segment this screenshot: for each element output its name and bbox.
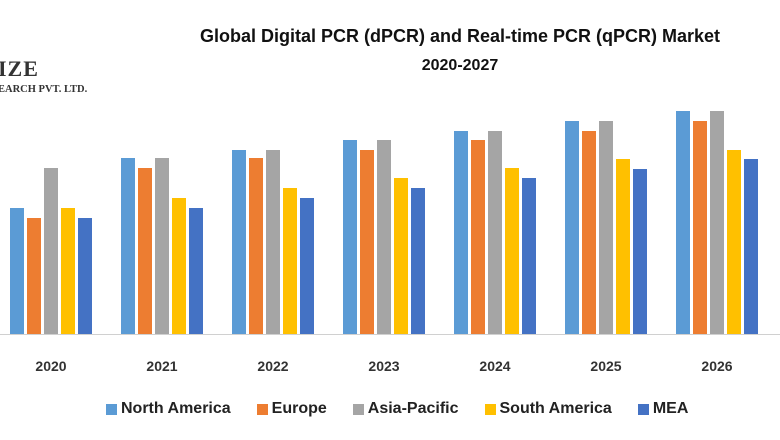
bar-south-america-2022 [283, 188, 297, 334]
x-tick-label: 2020 [35, 358, 66, 374]
chart-subtitle: 2020-2027 [421, 57, 499, 74]
bar-mea-2021 [189, 208, 203, 334]
bar-asia-pacific-2021 [155, 158, 169, 334]
legend-label: Asia-Pacific [367, 400, 459, 417]
legend-label: South America [499, 400, 612, 417]
x-tick-label: 2022 [257, 358, 288, 374]
bar-asia-pacific-2022 [266, 150, 280, 334]
bar-mea-2023 [411, 188, 425, 334]
bar-europe-2024 [471, 140, 485, 334]
bar-north-america-2026 [676, 111, 690, 334]
legend-item: MEA [637, 400, 689, 418]
bar-north-america-2020 [10, 208, 24, 334]
chart-title: Global Digital PCR (dPCR) and Real-time … [199, 26, 721, 46]
legend-swatch [256, 403, 268, 415]
bar-europe-2020 [27, 218, 41, 334]
bar-south-america-2023 [394, 178, 408, 334]
bar-south-america-2025 [616, 159, 630, 334]
x-tick-label: 2025 [590, 358, 621, 374]
bar-europe-2025 [582, 131, 596, 334]
legend-item: North America [106, 400, 231, 418]
bar-asia-pacific-2020 [44, 168, 58, 334]
legend: North America Europe Asia-Pacific South Ame… [106, 400, 714, 418]
bar-north-america-2025 [565, 121, 579, 334]
bar-north-america-2022 [232, 150, 246, 334]
legend-label: MEA [652, 400, 689, 417]
bar-europe-2021 [138, 168, 152, 334]
legend-swatch [352, 403, 364, 415]
bar-asia-pacific-2026 [710, 111, 724, 334]
legend-swatch [484, 403, 496, 415]
bar-south-america-2020 [61, 208, 75, 334]
logo-subtext: EARCH PVT. LTD. [0, 84, 88, 95]
bar-europe-2022 [249, 158, 263, 334]
bar-mea-2024 [522, 178, 536, 334]
legend-swatch [106, 403, 117, 415]
legend-item: Europe [256, 400, 327, 418]
bar-europe-2023 [360, 150, 374, 334]
logo-text: IZE [0, 56, 39, 81]
legend-label: North America [121, 400, 231, 417]
bar-south-america-2024 [505, 168, 519, 334]
bar-south-america-2026 [727, 150, 741, 334]
bar-asia-pacific-2023 [377, 140, 391, 334]
bar-mea-2020 [78, 218, 92, 334]
legend-label: Europe [271, 400, 327, 417]
legend-swatch [637, 403, 649, 415]
bar-europe-2026 [693, 121, 707, 334]
x-tick-label: 2023 [368, 358, 399, 374]
bar-south-america-2021 [172, 198, 186, 334]
bar-north-america-2021 [121, 158, 135, 334]
bar-asia-pacific-2025 [599, 121, 613, 334]
bar-north-america-2023 [343, 140, 357, 334]
legend-item: Asia-Pacific [352, 400, 459, 418]
x-tick-label: 2026 [701, 358, 732, 374]
bar-north-america-2024 [454, 131, 468, 334]
bar-mea-2025 [633, 169, 647, 334]
x-tick-label: 2024 [479, 358, 510, 374]
bar-mea-2022 [300, 198, 314, 334]
x-tick-label: 2021 [146, 358, 177, 374]
legend-item: South America [484, 400, 612, 418]
bar-mea-2026 [744, 159, 758, 334]
bar-asia-pacific-2024 [488, 131, 502, 334]
